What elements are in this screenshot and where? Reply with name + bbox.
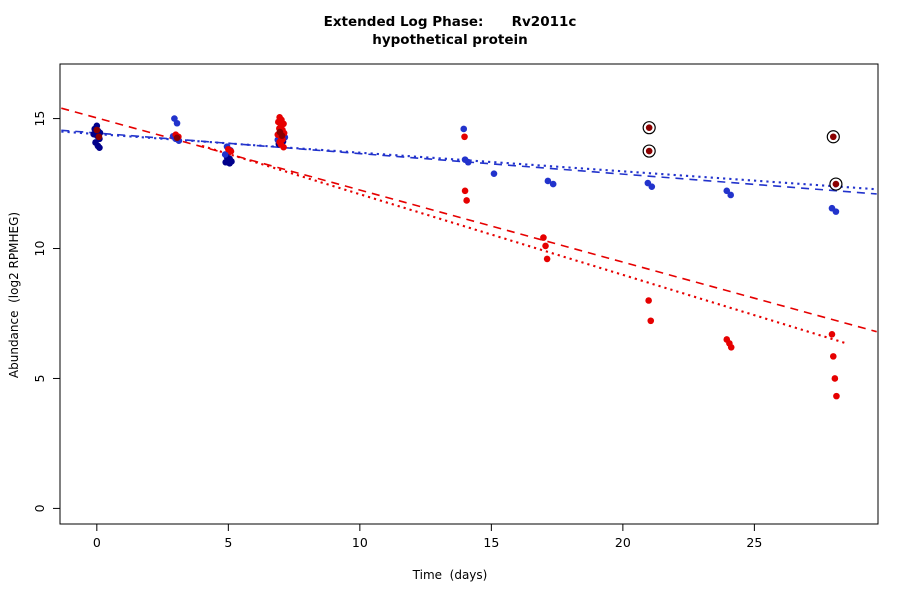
y-tick-label: 15	[32, 111, 47, 127]
blue-point	[727, 191, 735, 199]
blue-point	[490, 170, 498, 177]
x-tick-label: 15	[483, 535, 499, 550]
outlier-ring	[826, 130, 840, 144]
circled-outlier-point	[829, 133, 837, 141]
darkred-point	[173, 134, 181, 142]
circled-outlier-point	[645, 124, 653, 131]
red-point	[461, 187, 469, 195]
outlier-ring	[829, 177, 843, 191]
red-point	[543, 255, 551, 263]
blue-point	[832, 208, 840, 215]
x-tick-label: 0	[93, 535, 101, 550]
blue-point	[648, 183, 656, 190]
red-dashed-fit	[61, 107, 877, 333]
blue-point	[173, 119, 181, 127]
plot-frame	[59, 63, 879, 525]
x-tick-label: 10	[352, 535, 368, 550]
navy-point	[226, 159, 233, 167]
darkred-point	[278, 132, 286, 140]
x-tick-label: 20	[615, 535, 631, 550]
red-point	[461, 133, 468, 141]
red-point	[727, 343, 735, 351]
circled-outlier-point	[832, 180, 840, 188]
red-point	[463, 197, 470, 204]
y-tick-label: 0	[32, 504, 47, 512]
red-point	[645, 297, 652, 304]
blue-point	[221, 151, 229, 158]
x-tick-label: 5	[224, 535, 232, 550]
red-point	[828, 330, 836, 338]
y-tick-label: 10	[32, 241, 47, 257]
circled-outlier-point	[645, 147, 653, 155]
x-axis-label: Time (days)	[412, 568, 488, 582]
red-point	[647, 317, 655, 325]
red-point	[829, 353, 837, 360]
y-tick-label: 5	[32, 374, 47, 382]
blue-point	[723, 187, 731, 195]
red-point	[540, 234, 547, 241]
blue-point	[549, 180, 557, 188]
red-point	[280, 143, 287, 151]
red-point	[833, 392, 840, 400]
red-dotted-fit	[201, 144, 847, 345]
blue-point	[460, 125, 468, 133]
navy-point	[96, 144, 103, 151]
darkred-point	[95, 133, 103, 141]
chart-title: Extended Log Phase: Rv2011c	[323, 14, 577, 30]
darkred-point	[93, 126, 101, 134]
blue-point	[544, 177, 552, 185]
outlier-ring	[642, 144, 656, 158]
outlier-ring	[642, 121, 656, 135]
y-axis-label: Abundance (log2 RPMHEG)	[7, 211, 21, 379]
red-point	[227, 148, 235, 155]
x-tick-label: 25	[746, 535, 762, 550]
red-point	[831, 375, 839, 382]
red-point	[542, 242, 549, 250]
chart-subtitle: hypothetical protein	[372, 32, 528, 48]
blue-point	[464, 158, 472, 166]
